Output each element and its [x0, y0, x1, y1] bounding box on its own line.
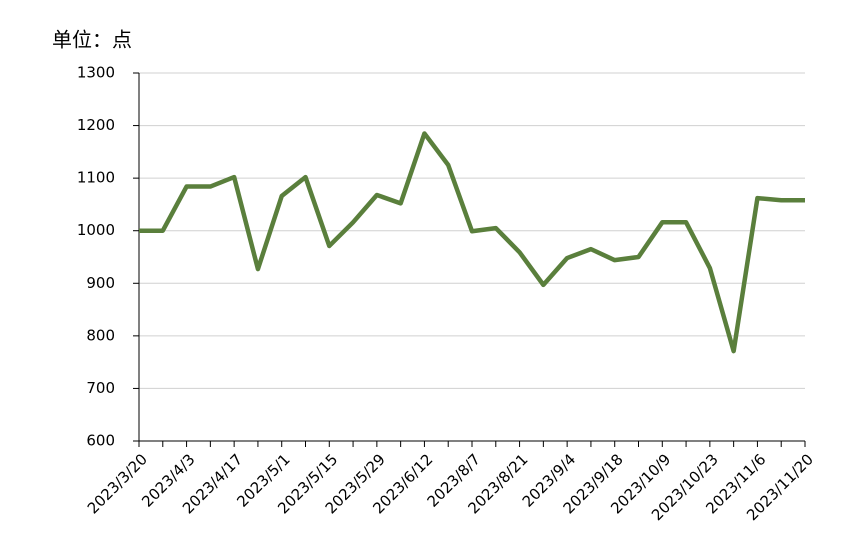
- x-tick-label: 2023/3/20: [84, 450, 151, 517]
- y-tick-label: 1000: [77, 221, 115, 239]
- chart-title: 单位：点: [52, 28, 132, 52]
- y-tick-label: 1300: [77, 64, 115, 82]
- y-tick-label: 800: [86, 326, 115, 344]
- y-tick-label: 1100: [77, 169, 115, 187]
- line: [139, 131, 805, 354]
- y-tick-label: 1200: [77, 116, 115, 134]
- y-tick-label: 600: [86, 432, 115, 450]
- y-tick-label: 700: [86, 379, 115, 397]
- y-tick-label: 900: [86, 274, 115, 292]
